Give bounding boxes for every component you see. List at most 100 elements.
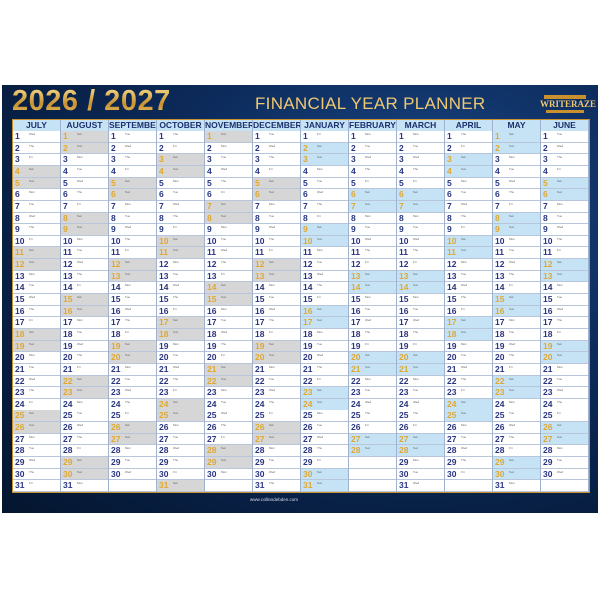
day-cell[interactable]: 19 Mon	[157, 340, 204, 353]
day-cell[interactable]: 10 Fri	[13, 235, 60, 248]
day-cell[interactable]: 8 Thu	[445, 212, 492, 225]
day-cell[interactable]: 7 Sun	[397, 200, 444, 213]
day-cell[interactable]: 18 Sat	[13, 328, 60, 341]
day-cell[interactable]: 21 Mon	[109, 363, 156, 376]
day-cell[interactable]: 27 Sun	[541, 433, 588, 446]
day-cell[interactable]: 13 Sun	[253, 270, 300, 283]
day-cell[interactable]: 13 Sat	[349, 270, 396, 283]
day-cell[interactable]: 6 Tue	[445, 189, 492, 201]
day-cell[interactable]: 24 Fri	[13, 398, 60, 411]
day-cell[interactable]: 4 Fri	[541, 165, 588, 178]
day-cell[interactable]: 26 Fri	[397, 422, 444, 434]
day-cell[interactable]: 18 Fri	[253, 328, 300, 341]
day-cell[interactable]: 9 Sun	[61, 224, 108, 236]
day-cell[interactable]: 11 Sat	[13, 247, 60, 260]
day-cell[interactable]: 28 Wed	[445, 445, 492, 458]
day-cell[interactable]: 14 Fri	[493, 282, 540, 295]
day-cell[interactable]: 4 Sun	[445, 165, 492, 178]
day-cell[interactable]: 2 Thu	[13, 142, 60, 155]
day-cell[interactable]: 20 Tue	[445, 352, 492, 364]
day-cell[interactable]: 15 Thu	[445, 294, 492, 306]
day-cell[interactable]: 27 Fri	[205, 433, 252, 446]
day-cell[interactable]: 2 Wed	[109, 142, 156, 155]
day-cell[interactable]: 1 Sun	[205, 131, 252, 143]
day-cell[interactable]: 6 Sun	[109, 189, 156, 201]
day-cell[interactable]: 2 Tue	[397, 142, 444, 155]
day-cell[interactable]: 7 Fri	[493, 200, 540, 213]
day-cell[interactable]: 11 Thu	[349, 247, 396, 260]
day-cell[interactable]: 10 Thu	[541, 235, 588, 248]
day-cell[interactable]: 27 Mon	[13, 433, 60, 446]
day-cell[interactable]: 13 Thu	[493, 270, 540, 283]
day-cell[interactable]: 8 Tue	[541, 212, 588, 225]
day-cell[interactable]: 7 Mon	[541, 200, 588, 213]
day-cell[interactable]: 18 Fri	[109, 328, 156, 341]
day-cell[interactable]: 22 Sun	[205, 375, 252, 388]
day-cell[interactable]: 6 Sat	[349, 189, 396, 201]
day-cell[interactable]: 14 Sun	[349, 282, 396, 295]
day-cell[interactable]: 28 Thu	[301, 445, 348, 458]
day-cell[interactable]: 9 Wed	[541, 224, 588, 236]
day-cell[interactable]: 22 Wed	[13, 375, 60, 388]
day-cell[interactable]: 27 Sat	[397, 433, 444, 446]
day-cell[interactable]: 31 Mon	[61, 480, 108, 493]
day-cell[interactable]: 14 Tue	[13, 282, 60, 295]
day-cell[interactable]: 24 Thu	[109, 398, 156, 411]
day-cell[interactable]: 20 Thu	[493, 352, 540, 364]
day-cell[interactable]: 28 Mon	[109, 445, 156, 458]
day-cell[interactable]: 29 Wed	[13, 457, 60, 469]
day-cell[interactable]: 11 Mon	[301, 247, 348, 260]
day-cell[interactable]: 12 Tue	[301, 259, 348, 271]
day-cell[interactable]: 21 Tue	[13, 363, 60, 376]
day-cell[interactable]: 19 Thu	[205, 340, 252, 353]
day-cell[interactable]: 2 Wed	[253, 142, 300, 155]
day-cell[interactable]: 22 Tue	[253, 375, 300, 388]
day-cell[interactable]: 6 Thu	[61, 189, 108, 201]
day-cell[interactable]: 31 Wed	[397, 480, 444, 493]
day-cell[interactable]: 2 Sat	[301, 142, 348, 155]
day-cell[interactable]: 11 Sun	[445, 247, 492, 260]
day-cell[interactable]: 2 Sun	[61, 142, 108, 155]
day-cell[interactable]: 12 Fri	[397, 259, 444, 271]
day-cell[interactable]: 9 Wed	[253, 224, 300, 236]
day-cell[interactable]: 25 Mon	[301, 410, 348, 423]
day-cell[interactable]: 23 Fri	[445, 387, 492, 399]
day-cell[interactable]: 26 Thu	[205, 422, 252, 434]
day-cell[interactable]: 7 Tue	[13, 200, 60, 213]
day-cell[interactable]: 17 Fri	[13, 317, 60, 329]
day-cell[interactable]: 7 Thu	[301, 200, 348, 213]
day-cell[interactable]: 17 Tue	[205, 317, 252, 329]
day-cell[interactable]: 19 Fri	[349, 340, 396, 353]
day-cell[interactable]: 17 Wed	[349, 317, 396, 329]
day-cell[interactable]: 11 Sun	[157, 247, 204, 260]
day-cell[interactable]: 28 Sun	[349, 445, 396, 458]
day-cell[interactable]: 19 Sat	[541, 340, 588, 353]
day-cell[interactable]: 14 Wed	[157, 282, 204, 295]
day-cell[interactable]: 15 Tue	[109, 294, 156, 306]
day-cell[interactable]: 11 Fri	[541, 247, 588, 260]
day-cell[interactable]: 18 Sun	[445, 328, 492, 341]
day-cell[interactable]: 16 Tue	[349, 305, 396, 318]
day-cell[interactable]: 31 Sun	[301, 480, 348, 493]
day-cell[interactable]: 18 Tue	[493, 328, 540, 341]
day-cell[interactable]: 13 Tue	[157, 270, 204, 283]
day-cell[interactable]: 8 Tue	[253, 212, 300, 225]
day-cell[interactable]: 23 Sat	[301, 387, 348, 399]
day-cell[interactable]: 5 Sat	[253, 177, 300, 190]
day-cell[interactable]: 7 Wed	[157, 200, 204, 213]
day-cell[interactable]: 27 Sat	[349, 433, 396, 446]
day-cell[interactable]: 22 Tue	[541, 375, 588, 388]
day-cell[interactable]: 31 Fri	[13, 480, 60, 493]
day-cell[interactable]: 8 Mon	[397, 212, 444, 225]
day-cell[interactable]: 12 Fri	[349, 259, 396, 271]
day-cell[interactable]: 4 Sat	[13, 165, 60, 178]
day-cell[interactable]: 17 Sun	[301, 317, 348, 329]
day-cell[interactable]: 4 Fri	[253, 165, 300, 178]
day-cell[interactable]: 28 Mon	[541, 445, 588, 458]
day-cell[interactable]: 22 Fri	[301, 375, 348, 388]
day-cell[interactable]: 2 Tue	[349, 142, 396, 155]
day-cell[interactable]: 9 Sat	[301, 224, 348, 236]
day-cell[interactable]: 2 Fri	[157, 142, 204, 155]
day-cell[interactable]: 20 Sun	[253, 352, 300, 364]
day-cell[interactable]: 7 Mon	[253, 200, 300, 213]
